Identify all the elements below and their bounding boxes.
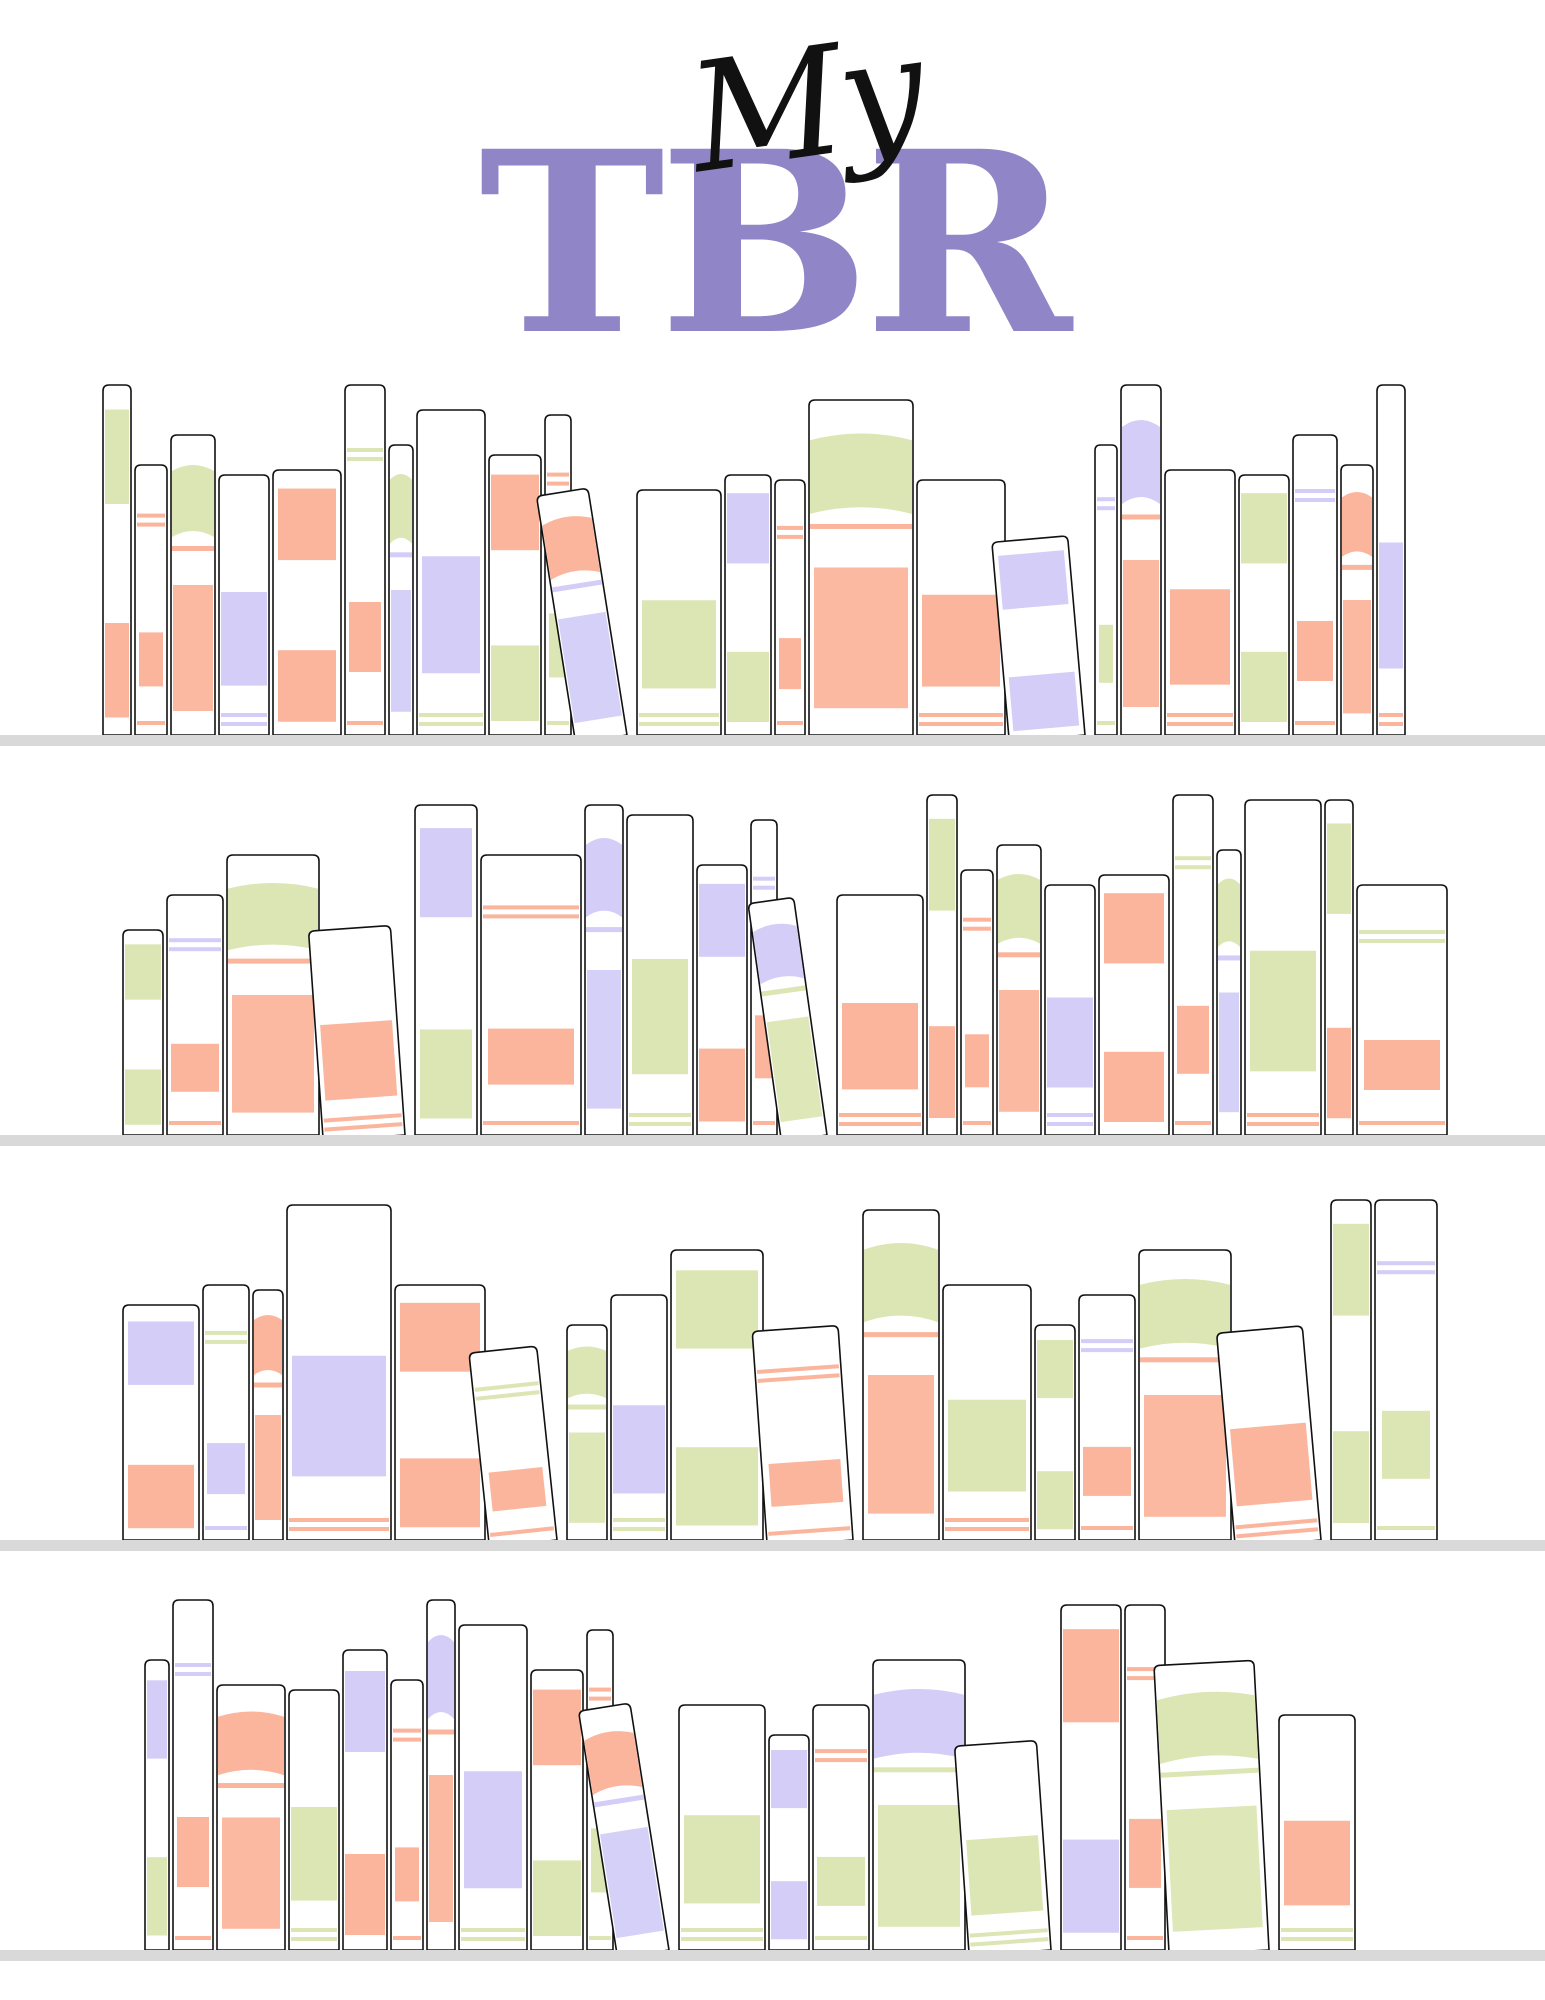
book-spine [751,1325,854,1547]
book-spine [102,384,132,736]
book-spine [172,1599,214,1951]
book-spine [1216,1325,1322,1549]
book-spine [768,1734,810,1951]
book-spine [954,1740,1052,1957]
book-spine [678,1704,766,1951]
book-spine [1376,384,1406,736]
book-spine [1244,799,1322,1136]
book-spine [1153,1659,1270,1957]
book-spine [1034,1324,1076,1541]
book-spine [122,929,164,1136]
book-spine [286,1204,392,1541]
book-spine [1138,1249,1232,1541]
book-spine [342,1649,388,1951]
book-spine [170,434,216,736]
shelf-4 [0,1599,1545,1961]
book-spine [808,399,914,736]
book-spine [536,488,628,744]
book-spine [468,1345,558,1548]
book-spine [1094,444,1118,736]
book-spine [308,925,406,1142]
book-spine [1124,1604,1166,1951]
book-spine [812,1704,870,1951]
book-spine [394,1284,486,1541]
shelf-2 [0,794,1545,1146]
book-spine [1164,469,1236,736]
book-spine [747,897,828,1143]
book-spine [1292,434,1338,736]
book-spine [530,1669,584,1951]
shelf-board [0,1950,1545,1961]
title-area: TBR My [0,0,1545,370]
book-spine [626,814,694,1136]
book-spine [996,844,1042,1136]
book-spine [916,479,1006,736]
book-spine [390,1679,424,1951]
book-spine [1324,799,1354,1136]
book-spine [991,535,1086,743]
book-spine [144,1659,170,1951]
book-spine [670,1249,764,1541]
book-spine [872,1659,966,1951]
shelf-1 [0,384,1545,746]
book-spine [1078,1294,1136,1541]
book-spine [1216,849,1242,1136]
book-spine [416,409,486,736]
book-spine [134,464,168,736]
book-spine [388,444,414,736]
book-spine [566,1324,608,1541]
book-spine [1238,474,1290,736]
book-spine [414,804,478,1136]
shelf-board [0,1540,1545,1551]
book-spine [1098,874,1170,1136]
book-spine [344,384,386,736]
book-spine [488,454,542,736]
book-spine [724,474,772,736]
book-spine [1340,464,1374,736]
book-spine [836,894,924,1136]
book-spine [218,474,270,736]
book-spine [122,1304,200,1541]
book-spine [1044,884,1096,1136]
book-spine [458,1624,528,1951]
book-spine [942,1284,1032,1541]
book-spine [1060,1604,1122,1951]
book-spine [272,469,342,736]
book-spine [226,854,320,1136]
shelf-board [0,1135,1545,1146]
book-spine [426,1599,456,1951]
book-spine [1120,384,1162,736]
book-spine [216,1684,286,1951]
title-tbr: TBR [478,96,1072,390]
book-spine [610,1294,668,1541]
book-spine [480,854,582,1136]
book-spine [1172,794,1214,1136]
book-spine [636,489,722,736]
book-spine [1278,1714,1356,1951]
book-spine [288,1689,340,1951]
book-spine [584,804,624,1136]
book-spine [696,864,748,1136]
book-spine [960,869,994,1136]
book-spine [166,894,224,1136]
shelf-3 [0,1199,1545,1551]
book-spine [1356,884,1448,1136]
book-spine [252,1289,284,1541]
book-spine [926,794,958,1136]
book-spine [578,1703,670,1959]
book-spine [202,1284,250,1541]
book-spine [1374,1199,1438,1541]
shelf-board [0,735,1545,746]
book-spine [774,479,806,736]
book-spine [862,1209,940,1541]
book-spine [1330,1199,1372,1541]
